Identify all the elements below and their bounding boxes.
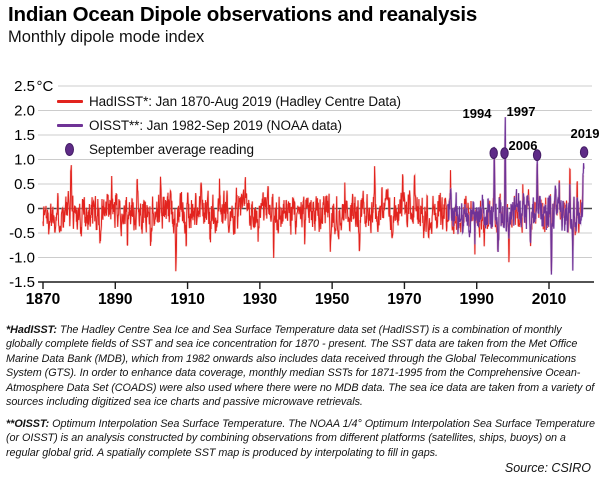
x-tick-label: 1870 — [26, 291, 60, 308]
footnote-hadisst: *HadISST: The Hadley Centre Sea Ice and … — [6, 324, 595, 409]
x-tick-label: 1910 — [170, 291, 204, 308]
september-dot — [532, 149, 542, 162]
red-line-icon — [56, 99, 83, 103]
legend-item-hadisst: HadISST*: Jan 1870-Aug 2019 (Hadley Cent… — [56, 89, 401, 113]
annotation-label: 2019 — [571, 126, 600, 141]
y-tick-label: 1.0 — [14, 152, 35, 169]
x-tick-label: 2010 — [532, 291, 566, 308]
september-dot — [500, 147, 509, 160]
x-tick-label: 1890 — [98, 291, 132, 308]
source-credit: Source: CSIRO — [504, 461, 591, 475]
september-dot — [489, 147, 498, 160]
y-tick-label: -1.5 — [9, 274, 35, 291]
legend-item-oisst: OISST**: Jan 1982-Sep 2019 (NOAA data) — [56, 113, 401, 137]
chart-legend: HadISST*: Jan 1870-Aug 2019 (Hadley Cent… — [56, 89, 401, 161]
chart-subtitle: Monthly dipole mode index — [8, 28, 205, 46]
y-tick-label: 2.5 — [14, 78, 35, 95]
y-tick-label: 1.5 — [14, 127, 35, 144]
annotation-label: 1997 — [507, 104, 536, 119]
page-title: Indian Ocean Dipole observations and rea… — [8, 3, 478, 26]
annotation-label: 2006 — [509, 138, 538, 153]
y-tick-label: 0 — [27, 201, 35, 218]
x-tick-label: 1970 — [387, 291, 421, 308]
legend-label-september-reading: September average reading — [89, 141, 254, 157]
x-tick-label: 1930 — [243, 291, 277, 308]
x-tick-label: 1950 — [315, 291, 349, 308]
oisst-series-path — [447, 117, 585, 275]
annotation-label: 1994 — [463, 106, 493, 121]
legend-label-oisst: OISST**: Jan 1982-Sep 2019 (NOAA data) — [89, 117, 342, 133]
y-tick-label: 2.0 — [14, 103, 35, 120]
y-tick-label: 0.5 — [14, 176, 35, 193]
purple-line-icon — [56, 123, 83, 127]
purple-dot-icon — [65, 142, 74, 156]
legend-label-hadisst: HadISST*: Jan 1870-Aug 2019 (Hadley Cent… — [89, 93, 401, 109]
legend-item-september-reading: September average reading — [56, 137, 401, 161]
footnote-oisst: **OISST: Optimum Interpolation Sea Surfa… — [6, 417, 595, 459]
y-tick-label: -0.5 — [9, 225, 35, 242]
y-axis-unit-label: °C — [37, 78, 54, 95]
x-tick-label: 1990 — [459, 291, 493, 308]
y-tick-label: -1.0 — [9, 250, 35, 267]
footnotes-block: *HadISST: The Hadley Centre Sea Ice and … — [6, 323, 595, 467]
september-dot — [579, 146, 589, 159]
